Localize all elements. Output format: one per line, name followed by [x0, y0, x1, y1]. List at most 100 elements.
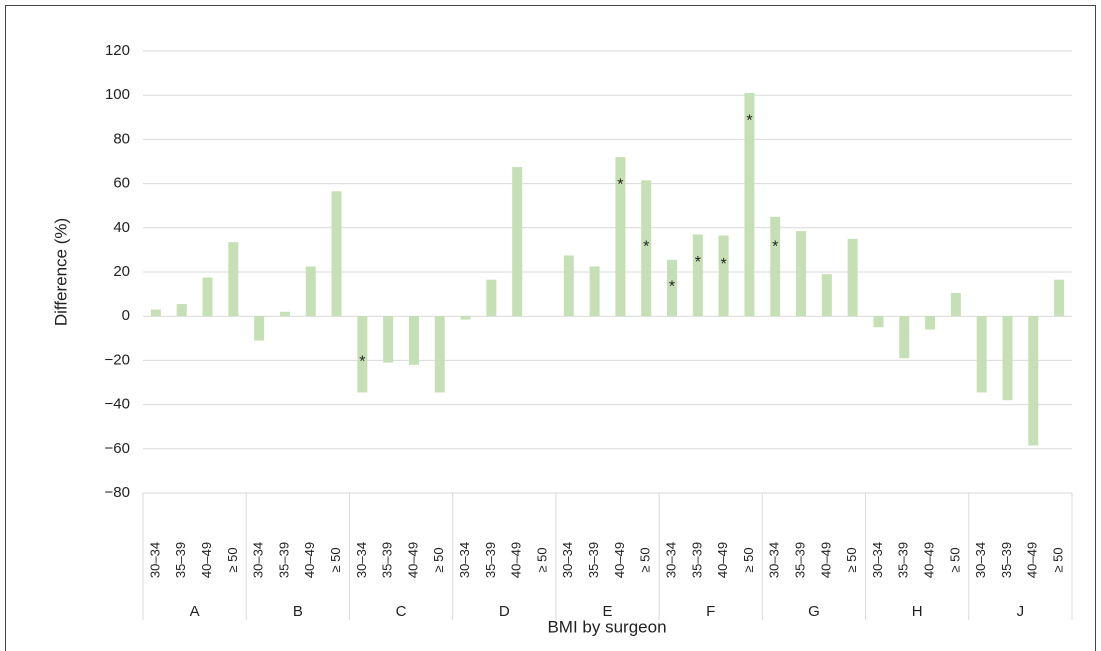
- bar: [460, 316, 471, 320]
- x-axis-title: BMI by surgeon: [547, 617, 666, 636]
- x-tick-label: 30–34: [870, 542, 885, 578]
- bar: [1028, 316, 1039, 446]
- asterisk: *: [772, 238, 778, 255]
- bar: [821, 274, 832, 317]
- bar: [976, 316, 987, 393]
- x-tick-label: 40–49: [922, 542, 937, 578]
- bar: [486, 279, 497, 317]
- bar: [150, 309, 161, 317]
- x-tick-label: 30–34: [663, 542, 678, 578]
- asterisk: *: [669, 278, 675, 295]
- bar: [331, 191, 342, 317]
- group-label: B: [293, 603, 303, 620]
- group-label: C: [396, 603, 407, 620]
- x-tick-label: ≥ 50: [534, 547, 549, 572]
- y-tick-label: −80: [105, 484, 130, 501]
- x-tick-label: 30–34: [251, 542, 266, 578]
- x-tick-label: 35–39: [792, 542, 807, 578]
- x-tick-label: 35–39: [896, 542, 911, 578]
- x-tick-label: 30–34: [354, 542, 369, 578]
- bar: [176, 304, 187, 317]
- frame: [5, 5, 1096, 651]
- bar: [279, 311, 290, 317]
- x-tick-label: ≥ 50: [947, 547, 962, 572]
- x-tick-label: ≥ 50: [225, 547, 240, 572]
- x-tick-label: 35–39: [483, 542, 498, 578]
- bar: [383, 316, 394, 363]
- bar: [202, 277, 213, 317]
- asterisk: *: [617, 177, 623, 194]
- asterisk: *: [746, 113, 752, 130]
- bar: [512, 167, 523, 317]
- x-tick-label: 40–49: [1025, 542, 1040, 578]
- bar: [228, 242, 239, 317]
- asterisk: *: [359, 353, 365, 370]
- bar: [357, 316, 368, 393]
- bar: [692, 234, 703, 317]
- y-tick-label: 20: [113, 263, 130, 280]
- bar: [1054, 279, 1065, 317]
- y-tick-label: 40: [113, 219, 130, 236]
- group-label: G: [808, 603, 820, 620]
- x-tick-label: ≥ 50: [638, 547, 653, 572]
- group-label: F: [706, 603, 715, 620]
- group-label: A: [190, 603, 200, 620]
- group-label: E: [602, 603, 612, 620]
- bar: [615, 157, 626, 317]
- x-tick-label: 35–39: [586, 542, 601, 578]
- group-label: D: [499, 603, 510, 620]
- y-tick-label: 80: [113, 130, 130, 147]
- x-tick-label: 30–34: [767, 542, 782, 578]
- bar: [899, 316, 910, 359]
- y-tick-label: 100: [105, 86, 130, 103]
- x-tick-label: 40–49: [612, 542, 627, 578]
- x-tick-label: 30–34: [560, 542, 575, 578]
- x-tick-label: 35–39: [999, 542, 1014, 578]
- y-tick-label: −60: [105, 440, 130, 457]
- bar: [847, 238, 858, 317]
- asterisk: *: [721, 256, 727, 273]
- bar: [718, 235, 729, 317]
- bar: [563, 255, 574, 317]
- x-tick-label: ≥ 50: [844, 547, 859, 572]
- y-tick-label: 60: [113, 175, 130, 192]
- y-tick-label: −20: [105, 351, 130, 368]
- x-tick-label: 40–49: [199, 542, 214, 578]
- x-tick-label: ≥ 50: [1051, 547, 1066, 572]
- bar: [1002, 316, 1013, 401]
- x-tick-label: 40–49: [405, 542, 420, 578]
- y-axis-title: Difference (%): [51, 218, 70, 326]
- x-tick-label: 35–39: [173, 542, 188, 578]
- bar: [434, 316, 445, 393]
- x-tick-label: 35–39: [689, 542, 704, 578]
- group-label: H: [912, 603, 923, 620]
- x-tick-label: 30–34: [973, 542, 988, 578]
- y-tick-label: 0: [122, 307, 130, 324]
- x-tick-label: 35–39: [380, 542, 395, 578]
- bar: [408, 316, 419, 365]
- x-tick-label: 30–34: [457, 542, 472, 578]
- bar: [925, 316, 936, 330]
- bar: [770, 216, 781, 317]
- bar: [641, 180, 652, 317]
- x-tick-label: 40–49: [509, 542, 524, 578]
- x-tick-label: ≥ 50: [431, 547, 446, 572]
- x-tick-label: 40–49: [302, 542, 317, 578]
- asterisk: *: [643, 238, 649, 255]
- bar: [796, 231, 807, 317]
- bar: [873, 316, 884, 328]
- x-tick-label: ≥ 50: [741, 547, 756, 572]
- bar: [950, 292, 961, 317]
- x-tick-label: 30–34: [147, 542, 162, 578]
- y-tick-label: 120: [105, 42, 130, 59]
- bar: [744, 92, 755, 317]
- x-tick-label: 40–49: [715, 542, 730, 578]
- bar: [305, 266, 316, 317]
- x-tick-label: 40–49: [818, 542, 833, 578]
- y-tick-label: −40: [105, 396, 130, 413]
- bar: [667, 259, 678, 317]
- group-label: J: [1017, 603, 1025, 620]
- asterisk: *: [695, 254, 701, 271]
- x-tick-label: ≥ 50: [328, 547, 343, 572]
